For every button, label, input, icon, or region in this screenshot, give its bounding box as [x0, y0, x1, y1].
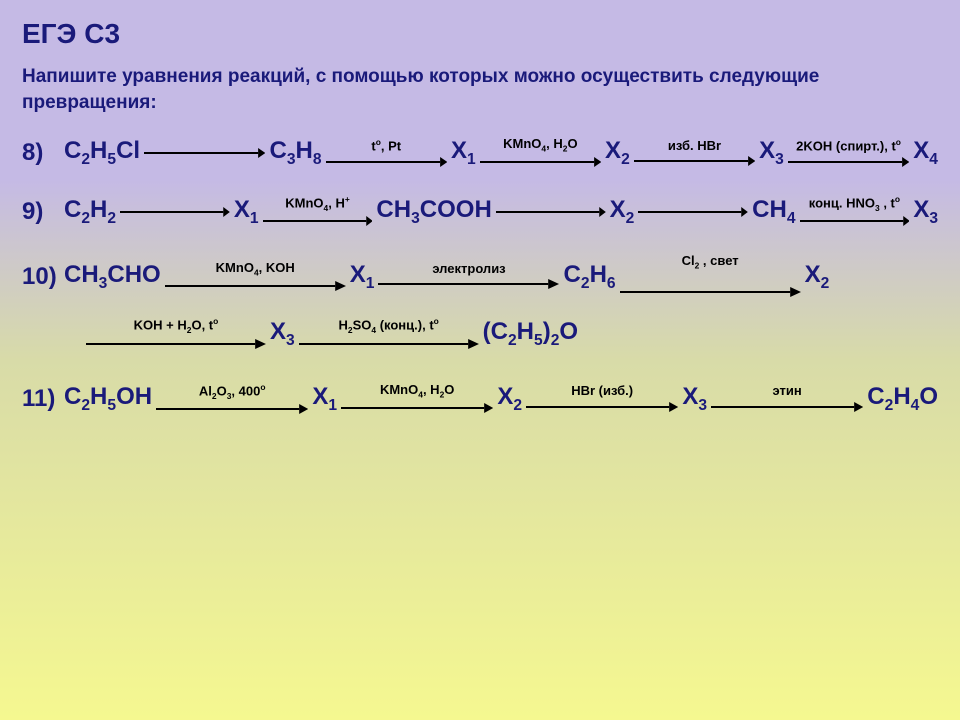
reaction-arrow: HBr (изб.)	[526, 384, 678, 413]
reaction-condition: H2SO4 (конц.), to	[339, 317, 439, 335]
reaction-condition: электролиз	[432, 262, 505, 276]
compound: X2	[605, 137, 630, 169]
reaction-arrow	[120, 205, 230, 219]
reaction-arrow: KMnO4, H2O	[341, 383, 493, 415]
reaction-condition: Cl2 , свет	[682, 254, 739, 271]
reaction-arrow: to, Pt	[326, 138, 447, 169]
compound: X4	[913, 137, 938, 169]
reaction-condition: KMnO4, H2O	[380, 383, 454, 400]
reaction-arrow: конц. HNO3 , to	[800, 195, 910, 228]
reaction-arrow: Al2O3, 400o	[156, 383, 308, 416]
compound: CH4	[752, 196, 795, 228]
reaction-arrow: Cl2 , свет	[620, 254, 801, 299]
chain-11: 11)C2H5OH Al2O3, 400o X1 KMnO4, H2O X2 HBr (и…	[22, 383, 938, 416]
compound: X3	[759, 137, 784, 169]
compound: C2H6	[564, 261, 616, 293]
compound: C2H5Cl	[64, 137, 140, 169]
reaction-arrow: KMnO4, KOH	[165, 261, 346, 293]
compound: X1	[312, 383, 337, 415]
reaction-condition: KMnO4, H+	[285, 195, 350, 213]
reaction-condition: изб. HBr	[668, 139, 721, 153]
reaction-arrow	[496, 205, 606, 219]
reaction-condition: этин	[773, 384, 802, 398]
compound: X1	[451, 137, 476, 169]
compound: (C2H5)2O	[483, 318, 578, 350]
reaction-condition: 2KOH (спирт.), to	[796, 138, 901, 154]
reaction-arrow: электролиз	[378, 262, 559, 291]
compound: X1	[234, 196, 259, 228]
compound: X3	[270, 318, 295, 350]
reaction-arrow	[144, 146, 265, 160]
compound: C2H5OH	[64, 383, 152, 415]
reaction-condition: Al2O3, 400o	[199, 383, 266, 401]
reaction-arrow: KOH + H2O, to	[86, 317, 266, 350]
reaction-condition: KMnO4, H2O	[503, 137, 577, 154]
compound: CH3CHO	[64, 261, 161, 293]
chain-number: 9)	[22, 198, 58, 226]
reaction-condition: to, Pt	[371, 138, 401, 154]
compound: X2	[610, 196, 635, 228]
reaction-arrow: этин	[711, 384, 863, 413]
reaction-condition: KOH + H2O, to	[134, 317, 219, 335]
chain-number: 8)	[22, 139, 58, 167]
reaction-arrow: H2SO4 (конц.), to	[299, 317, 479, 350]
compound: X2	[805, 261, 830, 293]
chain-number: 10)	[22, 263, 58, 291]
reaction-condition: KMnO4, KOH	[216, 261, 295, 278]
chain-10: 10)CH3CHO KMnO4, KOH X1 электролиз C2H6 Cl2 ,…	[22, 254, 938, 350]
reaction-arrow: изб. HBr	[634, 139, 755, 168]
compound: CH3COOH	[376, 196, 491, 228]
page-title: ЕГЭ С3	[22, 18, 938, 50]
chain-8: 8)C2H5Cl C3H8 to, Pt X1 KMnO4, H2O X2 изб. HBr…	[22, 137, 938, 169]
reaction-arrow: 2KOH (спирт.), to	[788, 138, 909, 169]
reaction-condition: конц. HNO3 , to	[809, 195, 900, 213]
reaction-arrow: KMnO4, H+	[263, 195, 373, 228]
compound: X2	[497, 383, 522, 415]
reaction-condition: HBr (изб.)	[571, 384, 633, 398]
chain-number: 11)	[22, 385, 58, 413]
instruction-text: Напишите уравнения реакций, с помощью ко…	[22, 64, 938, 115]
compound: X3	[913, 196, 938, 228]
reaction-arrow	[638, 205, 748, 219]
chain-9: 9)C2H2 X1 KMnO4, H+ CH3COOH X2 CH4 конц. HNO3 …	[22, 195, 938, 228]
compound: C2H4O	[867, 383, 938, 415]
compound: X3	[682, 383, 707, 415]
compound: C3H8	[269, 137, 321, 169]
compound: C2H2	[64, 196, 116, 228]
compound: X1	[350, 261, 375, 293]
reaction-arrow: KMnO4, H2O	[480, 137, 601, 169]
